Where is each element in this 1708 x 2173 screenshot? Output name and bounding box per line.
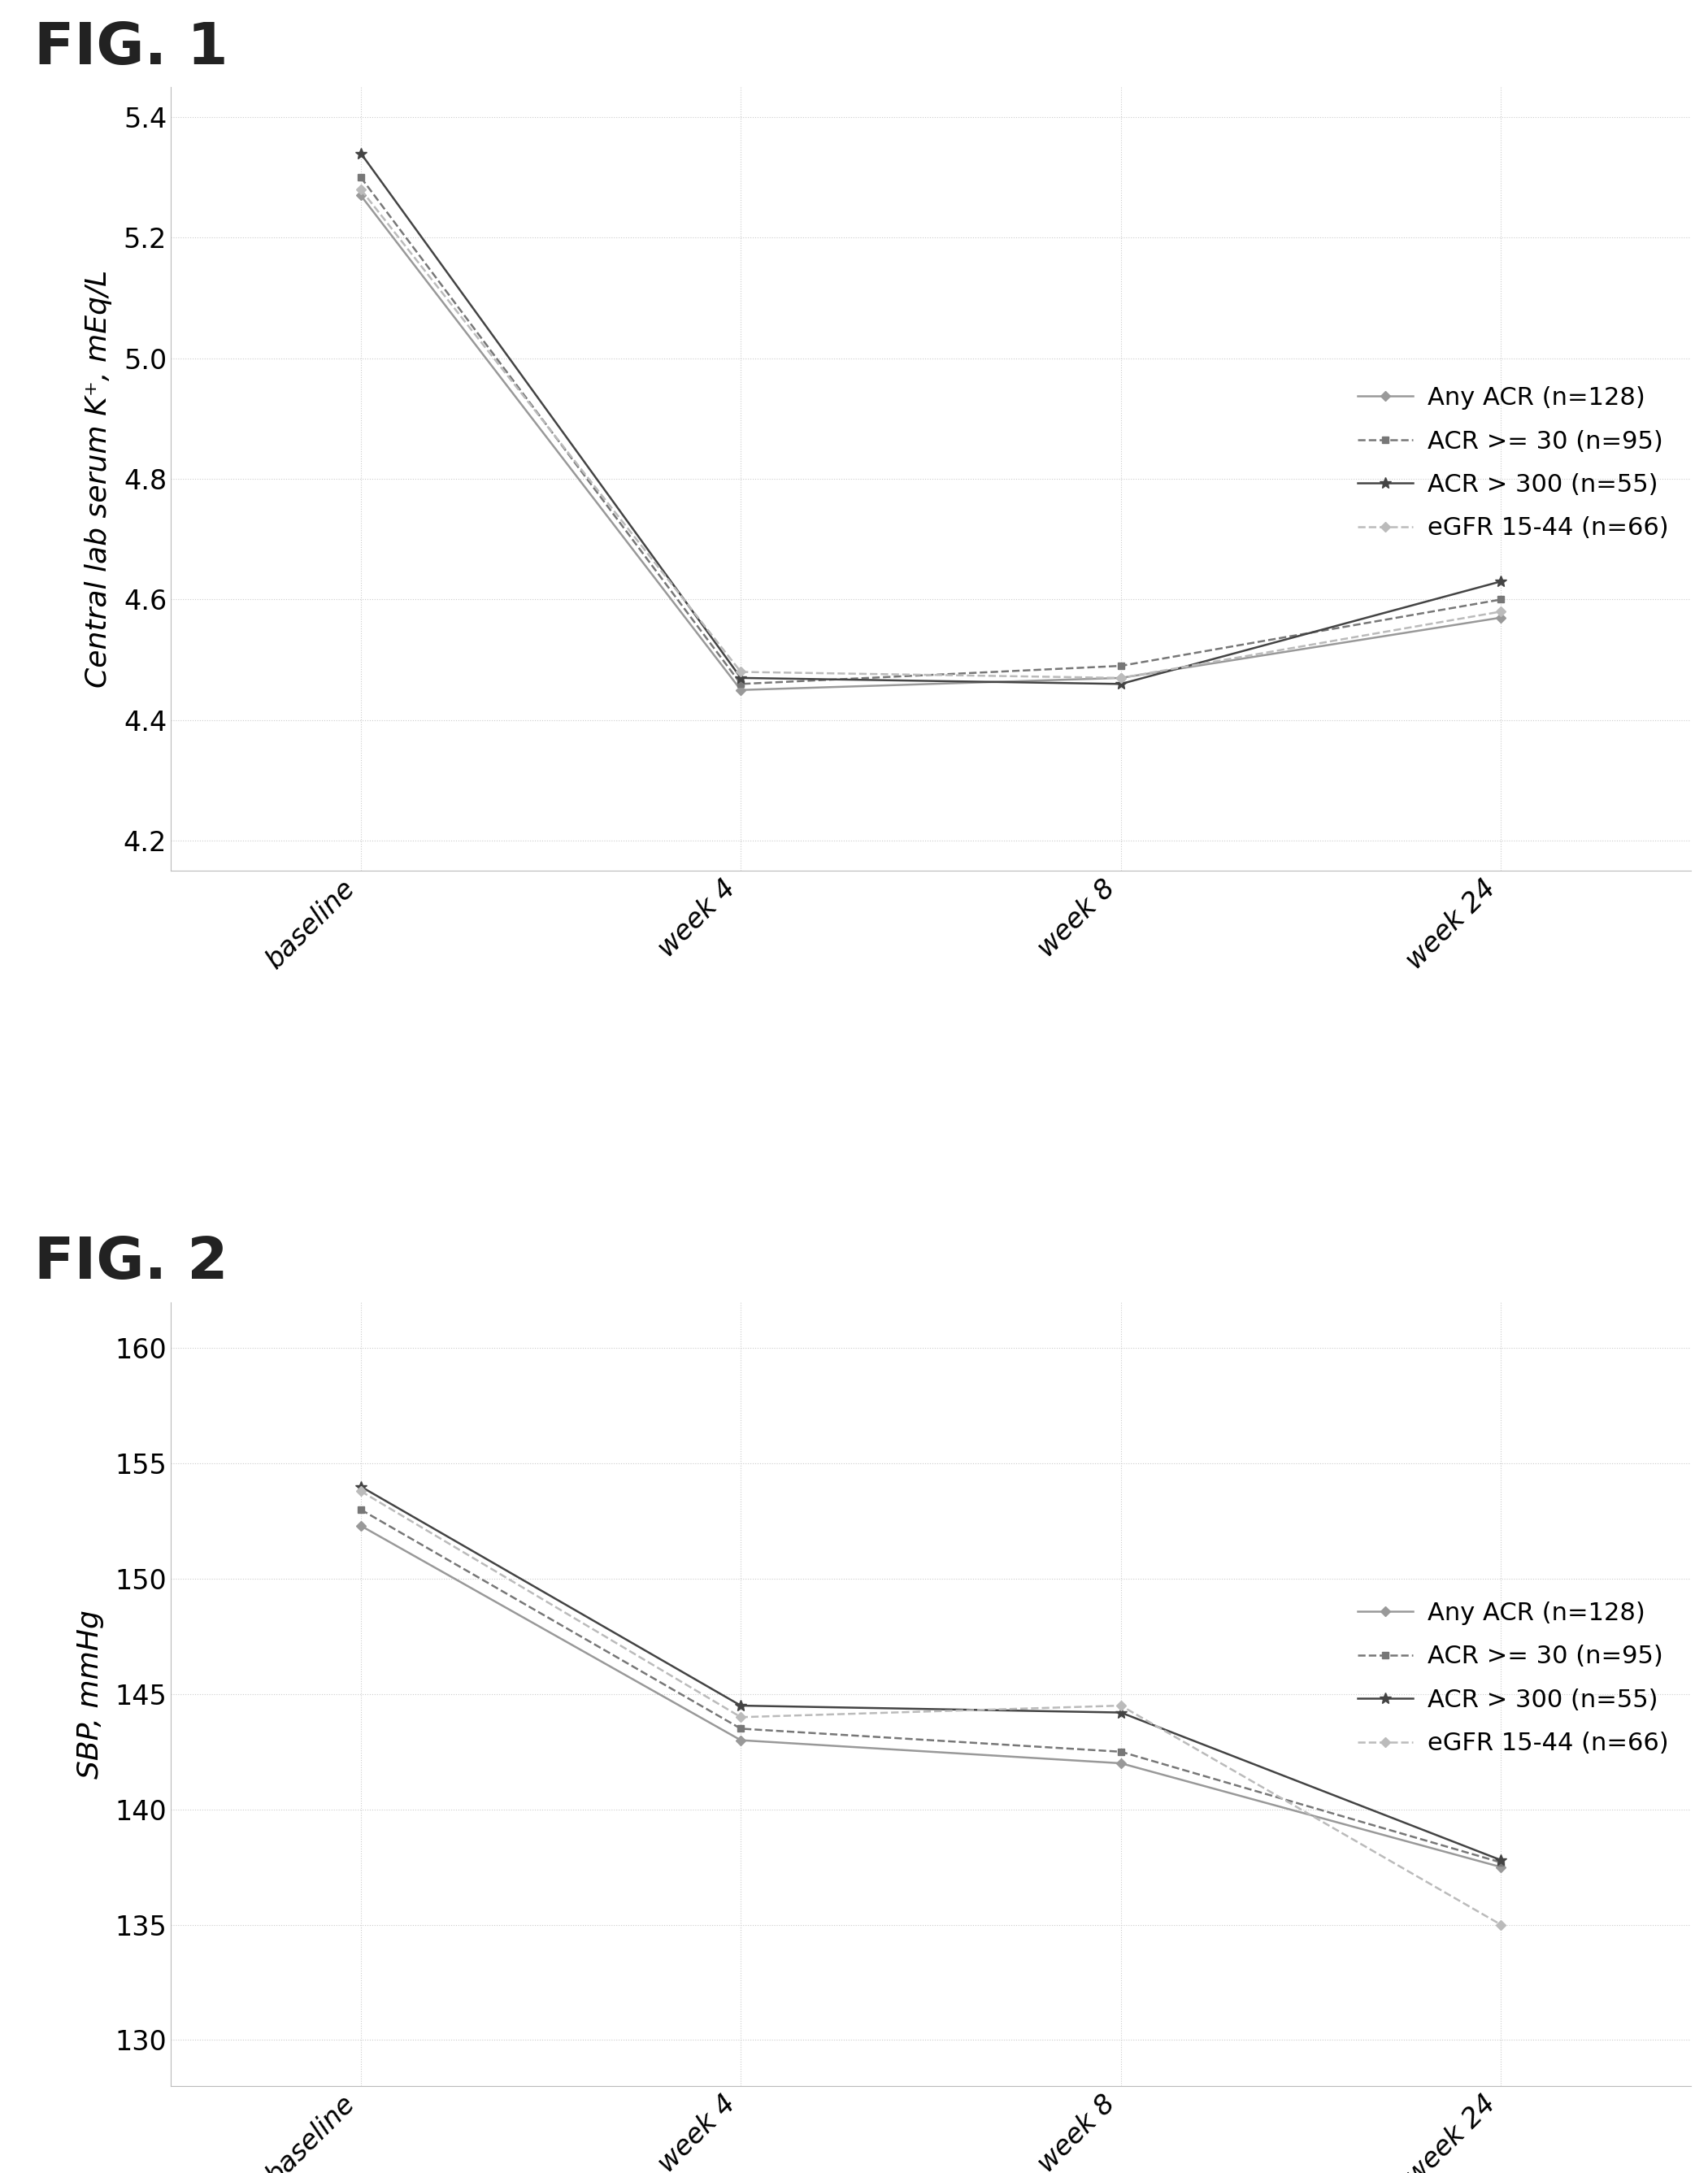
ACR >= 30 (n=95) (731, 671, 752, 698)
Any ACR (n=128) (1491, 604, 1512, 630)
Line: Any ACR (n=128): Any ACR (n=128) (357, 191, 1505, 693)
Y-axis label: Central lab serum K⁺, mEq/L: Central lab serum K⁺, mEq/L (84, 269, 113, 689)
Legend: Any ACR (n=128), ACR >= 30 (n=95), ACR > 300 (n=55), eGFR 15-44 (n=66): Any ACR (n=128), ACR >= 30 (n=95), ACR >… (1348, 376, 1679, 550)
ACR > 300 (n=55) (350, 1473, 371, 1499)
Any ACR (n=128) (1491, 1854, 1512, 1880)
eGFR 15-44 (n=66) (1491, 1912, 1512, 1938)
ACR > 300 (n=55) (1491, 569, 1512, 595)
Any ACR (n=128) (731, 678, 752, 704)
Any ACR (n=128) (350, 183, 371, 209)
Line: ACR >= 30 (n=95): ACR >= 30 (n=95) (357, 174, 1505, 687)
ACR >= 30 (n=95) (1491, 1849, 1512, 1875)
Line: Any ACR (n=128): Any ACR (n=128) (357, 1523, 1505, 1871)
eGFR 15-44 (n=66) (1110, 1693, 1131, 1719)
Legend: Any ACR (n=128), ACR >= 30 (n=95), ACR > 300 (n=55), eGFR 15-44 (n=66): Any ACR (n=128), ACR >= 30 (n=95), ACR >… (1348, 1591, 1679, 1764)
Line: ACR >= 30 (n=95): ACR >= 30 (n=95) (357, 1506, 1505, 1867)
ACR > 300 (n=55) (1110, 671, 1131, 698)
Line: ACR > 300 (n=55): ACR > 300 (n=55) (355, 148, 1506, 689)
ACR >= 30 (n=95) (350, 165, 371, 191)
ACR > 300 (n=55) (731, 1693, 752, 1719)
Any ACR (n=128) (1110, 1749, 1131, 1775)
Line: eGFR 15-44 (n=66): eGFR 15-44 (n=66) (357, 1489, 1505, 1927)
Any ACR (n=128) (1110, 665, 1131, 691)
eGFR 15-44 (n=66) (1491, 598, 1512, 624)
eGFR 15-44 (n=66) (1110, 665, 1131, 691)
ACR >= 30 (n=95) (1110, 652, 1131, 678)
Any ACR (n=128) (731, 1728, 752, 1754)
Text: FIG. 2: FIG. 2 (34, 1234, 229, 1291)
eGFR 15-44 (n=66) (731, 658, 752, 684)
eGFR 15-44 (n=66) (731, 1704, 752, 1730)
ACR > 300 (n=55) (1491, 1847, 1512, 1873)
ACR >= 30 (n=95) (731, 1717, 752, 1743)
ACR >= 30 (n=95) (1110, 1738, 1131, 1764)
ACR >= 30 (n=95) (1491, 587, 1512, 613)
ACR > 300 (n=55) (731, 665, 752, 691)
Any ACR (n=128) (350, 1512, 371, 1538)
Line: ACR > 300 (n=55): ACR > 300 (n=55) (355, 1482, 1506, 1867)
ACR >= 30 (n=95) (350, 1497, 371, 1523)
ACR > 300 (n=55) (1110, 1699, 1131, 1725)
ACR > 300 (n=55) (350, 141, 371, 167)
eGFR 15-44 (n=66) (350, 176, 371, 202)
eGFR 15-44 (n=66) (350, 1478, 371, 1504)
Line: eGFR 15-44 (n=66): eGFR 15-44 (n=66) (357, 187, 1505, 682)
Y-axis label: SBP, mmHg: SBP, mmHg (77, 1610, 104, 1778)
Text: FIG. 1: FIG. 1 (34, 20, 229, 76)
